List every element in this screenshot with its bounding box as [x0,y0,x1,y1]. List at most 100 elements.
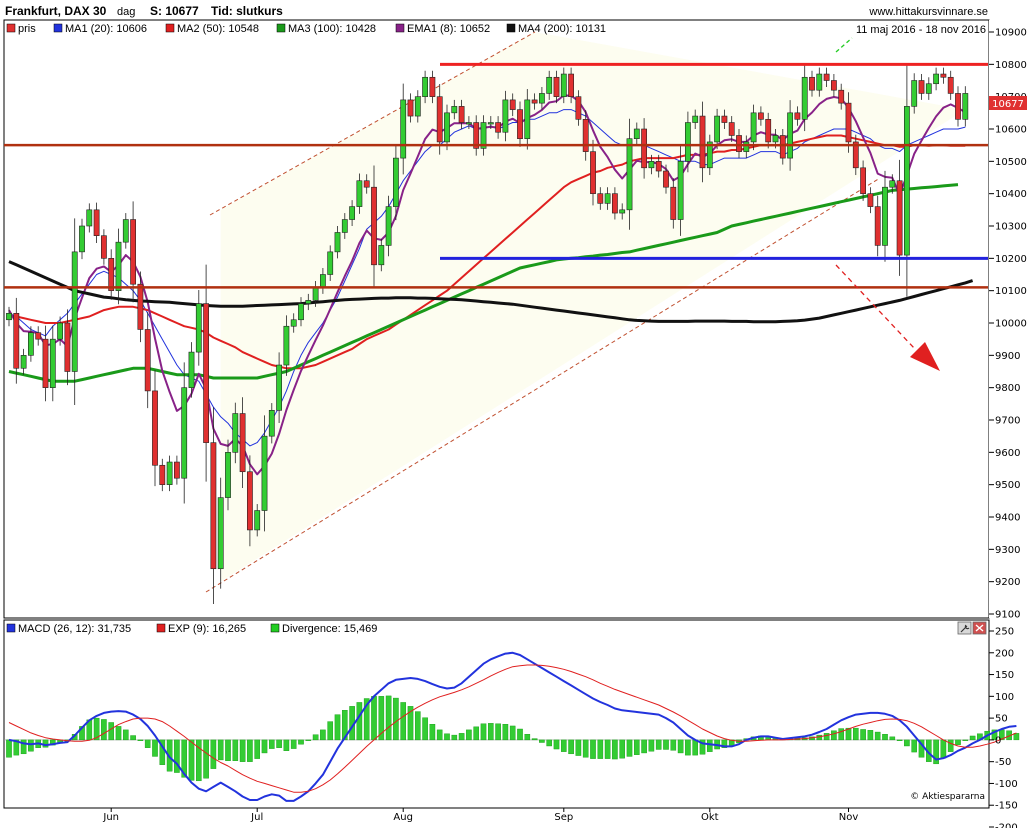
divergence-bar [466,729,472,741]
trend-channel [205,31,966,593]
price-tick-label: 10900 [995,28,1027,39]
candle-body [93,209,100,236]
candles [6,64,969,605]
candle-body [422,76,428,97]
legend-label-pris: pris [18,23,36,35]
macd-panel [3,619,990,809]
candle-body [801,76,808,120]
divergence-bar [305,739,312,741]
candle-body [736,135,742,152]
price-tick-label: 9800 [995,383,1020,394]
candle-body [101,235,107,259]
candle-body [203,303,209,443]
candle-body [385,206,392,246]
candle-body [414,96,421,117]
candle-body [137,283,144,330]
candle-body [728,122,735,136]
channel-upper-line [209,31,536,216]
candle-body [436,96,443,143]
divergence-bar [867,730,874,741]
divergence-bar [962,739,969,741]
month-label: Nov [839,812,859,823]
candle-body [407,99,414,117]
price-tick-label: 10400 [995,189,1027,200]
price-tick-label: 9700 [995,416,1020,427]
divergence-bar [553,739,560,750]
divergence-bar [101,719,107,741]
divergence-bar [28,739,34,752]
divergence-bar [385,695,392,741]
month-label: Aug [393,812,413,823]
candle-body [378,245,385,266]
candle-body [502,99,509,133]
divergence-bar [122,729,129,741]
divergence-bar [838,728,844,741]
candle-body [444,112,450,143]
candle-body [845,102,852,143]
up-arrow-dashes [835,37,853,53]
candle-body [341,219,348,233]
candle-body [663,170,669,188]
macd-tick-label: 100 [995,692,1014,703]
candle-body [874,206,881,246]
divergence-bar [655,739,662,750]
candle-body [174,461,180,479]
divergence-bar [363,698,370,741]
divergence-bar [269,739,275,749]
legend-label-ma1: MA1 (20): 10606 [65,23,147,35]
macd-tick-label: -100 [995,779,1018,790]
watermark: © Aktiespararna [910,792,985,802]
legend-swatch-ma2 [165,23,175,33]
candle-body [809,76,815,91]
candle-body [750,112,757,143]
divergence-bar [130,735,136,741]
divergence-bar [181,739,188,778]
macd-tick-label: -200 [995,823,1018,828]
divergence-bar [312,734,319,741]
price-badge-value: 10677 [992,99,1024,110]
legend-label-ma2: MA2 (50): 10548 [177,23,259,35]
divergence-bar [276,739,282,748]
candle-body [349,206,355,220]
candle-body [392,157,399,207]
candle-body [838,89,845,104]
candle-body [743,141,750,152]
candle-body [64,322,71,372]
candle-body [575,96,582,120]
divergence-bar [707,739,713,752]
candle-body [684,122,691,162]
divergence-bar [225,739,231,761]
divergence-bar [327,721,334,741]
candle-body [13,312,20,369]
legend-swatch-pris [6,23,16,33]
divergence-bar [13,739,20,756]
price-tick-label: 10600 [995,125,1027,136]
legend-swatch-ema1 [395,23,405,33]
price-tick-label: 9500 [995,480,1020,491]
legend-swatch-ma1 [53,23,63,33]
divergence-bar [823,733,830,741]
legend-label-ma3: MA3 (100): 10428 [288,23,376,35]
divergence-bar [342,710,348,741]
exp-line [8,664,1017,793]
divergence-bar [874,731,881,741]
candle-body [699,115,706,169]
candle-body [509,99,516,110]
candle-body [42,338,49,388]
divergence-bar [247,739,253,762]
candle-body [560,73,567,97]
divergence-bar [896,739,903,741]
wrench-icon[interactable] [957,621,972,635]
candle-body [57,322,63,340]
macd-tick-label: -150 [995,801,1018,812]
close-icon[interactable] [972,621,987,635]
divergence-bar [582,739,589,758]
price-tick-label: 9300 [995,545,1020,556]
legend-swatch-exp [156,623,166,633]
candle-body [633,128,640,139]
divergence-bar [290,739,297,749]
channel-fill [220,32,966,582]
divergence-bar [298,739,304,745]
candle-body [363,180,370,188]
divergence-bar [422,717,428,741]
